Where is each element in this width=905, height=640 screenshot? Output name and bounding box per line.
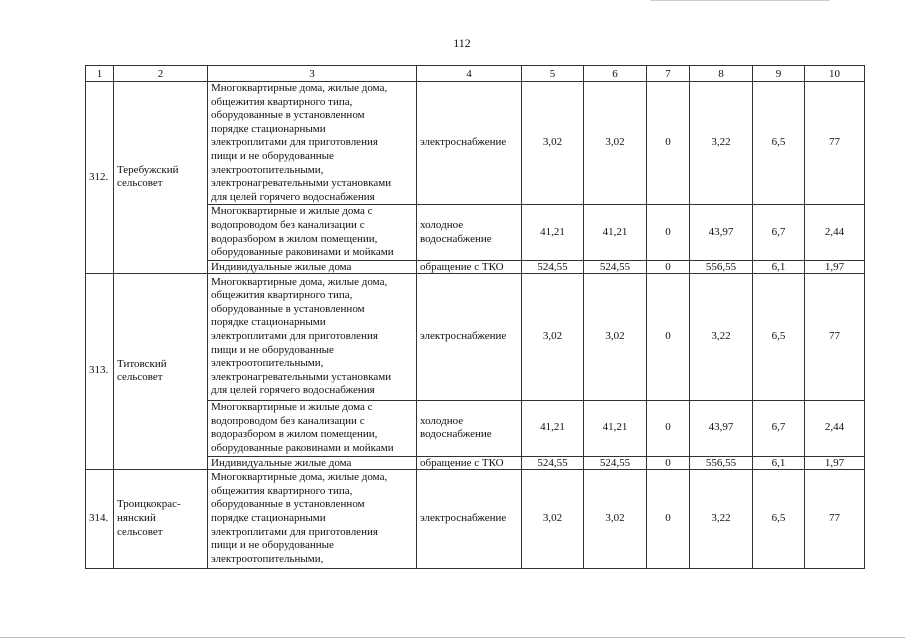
value-c9: 6,1 (752, 455, 805, 470)
value-c6: 3,02 (583, 80, 647, 206)
value-c5: 3,02 (521, 468, 584, 569)
value-c8: 3,22 (689, 272, 753, 401)
value-c10: 77 (804, 468, 865, 569)
value-c7: 0 (646, 80, 690, 206)
table-row: Индивидуальные жилые дома обращение с ТКО… (86, 259, 865, 274)
value-c10: 77 (804, 272, 865, 401)
housing-description: Многоквартирные дома, жилые дома, общежи… (207, 468, 417, 569)
value-c6: 41,21 (583, 399, 647, 457)
column-header: 6 (583, 65, 647, 82)
value-c9: 6,5 (752, 468, 805, 569)
value-c7: 0 (646, 468, 690, 569)
value-c6: 3,02 (583, 272, 647, 401)
row-number: 313. (85, 272, 114, 470)
settlement-name: Теребужский сельсовет (113, 81, 208, 274)
value-c9: 6,5 (752, 272, 805, 401)
housing-description: Многоквартирные и жилые дома с водопрово… (207, 204, 417, 261)
value-c10: 1,97 (804, 455, 865, 470)
value-c5: 524,55 (521, 455, 584, 470)
column-header: 9 (752, 65, 805, 82)
settlement-name: Троицкокрас- нянский сельсовет (113, 468, 208, 569)
table-row: 313. Титовский сельсовет Многоквартирные д… (85, 272, 865, 470)
utility-service: холодное водоснабжение (416, 399, 522, 457)
utility-service: обращение с ТКО (416, 455, 522, 470)
column-header: 10 (804, 65, 865, 82)
utility-service: электроснабжение (416, 468, 522, 569)
housing-description: Многоквартирные дома, жилые дома, общежи… (207, 80, 417, 206)
value-c6: 41,21 (583, 204, 647, 261)
column-header: 4 (416, 65, 522, 82)
utility-service: электроснабжение (416, 272, 522, 401)
scan-artifact (650, 0, 830, 1)
value-c5: 41,21 (521, 204, 584, 261)
value-c5: 3,02 (521, 272, 584, 401)
utility-service: холодное водоснабжение (416, 204, 522, 261)
housing-description: Многоквартирные дома, жилые дома, общежи… (207, 272, 417, 401)
column-header: 2 (113, 65, 208, 82)
table-row: 314. Троицкокрас- нянский сельсовет Многок… (85, 468, 865, 569)
value-c9: 6,7 (752, 204, 805, 261)
value-c10: 1,97 (804, 259, 865, 274)
value-c10: 77 (804, 80, 865, 206)
column-header: 1 (85, 65, 114, 82)
row-number: 314. (85, 468, 114, 569)
table-row: Многоквартирные и жилые дома с водопрово… (86, 204, 865, 261)
value-c5: 3,02 (521, 80, 584, 206)
value-c9: 6,5 (752, 80, 805, 206)
value-c8: 43,97 (689, 399, 753, 457)
column-header: 7 (646, 65, 690, 82)
value-c5: 524,55 (521, 259, 584, 274)
page-number: 112 (453, 36, 471, 50)
value-c8: 3,22 (689, 80, 753, 206)
value-c9: 6,1 (752, 259, 805, 274)
utility-service: обращение с ТКО (416, 259, 522, 274)
tariff-table: 1 2 3 4 5 6 7 8 9 10 312. Теребужский сел… (85, 65, 865, 569)
column-header: 3 (207, 65, 417, 82)
value-c10: 2,44 (804, 204, 865, 261)
scan-edge (0, 637, 905, 638)
value-c7: 0 (646, 272, 690, 401)
value-c10: 2,44 (804, 399, 865, 457)
header-row: 1 2 3 4 5 6 7 8 9 10 (85, 65, 865, 82)
value-c6: 524,55 (583, 455, 647, 470)
settlement-name: Титовский сельсовет (113, 272, 208, 470)
utility-service: электроснабжение (416, 80, 522, 206)
table-row: Индивидуальные жилые дома обращение с ТКО… (86, 455, 865, 470)
value-c7: 0 (646, 204, 690, 261)
value-c8: 556,55 (689, 455, 753, 470)
table-row: 312. Теребужский сельсовет Многоквартирные… (85, 80, 865, 274)
row-number: 312. (85, 81, 114, 274)
value-c5: 41,21 (521, 399, 584, 457)
table-row: Многоквартирные и жилые дома с водопрово… (86, 399, 865, 457)
column-header: 5 (521, 65, 584, 82)
value-c7: 0 (646, 399, 690, 457)
value-c8: 3,22 (689, 468, 753, 569)
housing-description: Индивидуальные жилые дома (207, 455, 417, 470)
value-c6: 3,02 (583, 468, 647, 569)
value-c7: 0 (646, 259, 690, 274)
value-c9: 6,7 (752, 399, 805, 457)
housing-description: Многоквартирные и жилые дома с водопрово… (207, 399, 417, 457)
value-c8: 43,97 (689, 204, 753, 261)
value-c7: 0 (646, 455, 690, 470)
value-c8: 556,55 (689, 259, 753, 274)
column-header: 8 (689, 65, 753, 82)
housing-description: Индивидуальные жилые дома (207, 259, 417, 274)
value-c6: 524,55 (583, 259, 647, 274)
